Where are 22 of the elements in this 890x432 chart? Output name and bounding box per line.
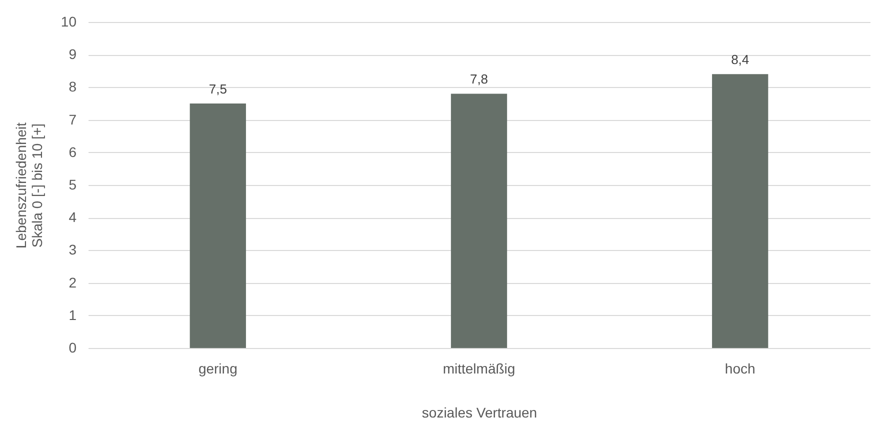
x-axis-title: soziales Vertrauen xyxy=(422,404,538,420)
y-tick-label: 7 xyxy=(68,111,77,128)
y-tick-label: 0 xyxy=(68,340,77,356)
data-label: 8,4 xyxy=(731,52,750,68)
x-tick-label: mittelmäßig xyxy=(442,360,516,376)
y-tick-label: 2 xyxy=(68,274,77,290)
y-tick-label: 9 xyxy=(68,46,77,62)
y-tick-label: 5 xyxy=(68,176,77,192)
data-label: 7,5 xyxy=(208,82,227,96)
y-tick-label: 4 xyxy=(68,209,77,226)
y-tick-label: 6 xyxy=(68,144,77,160)
data-label: 7,8 xyxy=(470,72,488,87)
x-tick-label: gering xyxy=(198,360,238,376)
y-axis-title: Lebenszufriedenheit Skala 0 [-] bis 10 [+] xyxy=(12,122,45,249)
bar xyxy=(450,94,508,348)
bar xyxy=(190,104,246,348)
y-tick-label: 3 xyxy=(68,242,77,258)
bar xyxy=(712,74,768,348)
y-tick-label: 8 xyxy=(68,78,77,95)
y-tick-label: 10 xyxy=(60,14,77,30)
y-tick-label: 1 xyxy=(68,306,77,323)
x-tick-label: hoch xyxy=(724,360,756,376)
